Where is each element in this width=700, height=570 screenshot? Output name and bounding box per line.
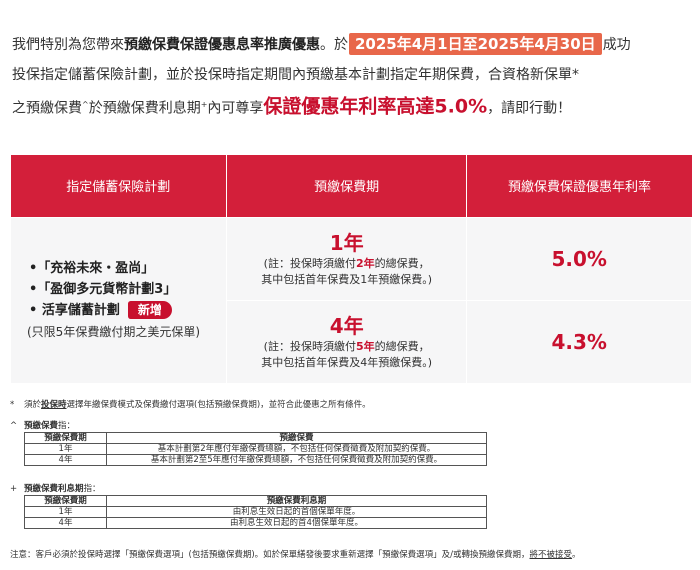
- period-cell-1yr: 1年 (註：投保時須繳付2年的總保費， 其中包括首年保費及1年預繳保費。): [225, 216, 468, 301]
- rate-1yr: 5.0%: [466, 216, 692, 301]
- intro-line-3: 之預繳保費^於預繳保費利息期+內可尊享保證優惠年利率高達5.0%，請即行動！: [12, 90, 692, 124]
- intro-line-2: 投保指定儲蓄保險計劃，並於投保時指定期間內預繳基本計劃指定年期保費，合資格新保單…: [12, 67, 579, 83]
- intro-text: 之預繳保費: [12, 100, 82, 117]
- date-range-badge: 2025年4月1日至2025年4月30日: [349, 33, 602, 55]
- intro-text: ，請即行動！: [487, 100, 572, 117]
- footnote-caret: ^ 預繳保費指：: [10, 421, 76, 431]
- plan-note: (只限5年保費繳付期之美元保單): [27, 324, 200, 339]
- promo-rate-table: 指定儲蓄保險計劃 預繳保費期 預繳保費保證優惠年利率 •「充裕未來・盈尚」 •「…: [10, 155, 692, 384]
- plan-item-new: • 活享儲蓄計劃 新增: [29, 300, 226, 321]
- intro-text: 內可尊享: [207, 100, 264, 117]
- rate-4yr: 4.3%: [466, 299, 692, 384]
- footnote-star: * 須於投保時選擇年繳保費模式及保費繳付選項(包括預繳保費期)，並符合此優惠之所有…: [10, 400, 371, 410]
- footnote-marker: ^: [82, 100, 89, 109]
- intro-line-1: 我們特別為您帶來預繳保費保證優惠息率推廣優惠。於 2025年4月1日至2025年4…: [12, 30, 692, 60]
- period-value: 1年: [329, 230, 364, 255]
- plan-item: •「充裕未來・盈尚」: [29, 260, 155, 276]
- plan-list-cell: •「充裕未來・盈尚」 •「盈御多元貨幣計劃3」 • 活享儲蓄計劃 新增 (只限5年…: [10, 216, 227, 384]
- period-note: (註：投保時須繳付2年的總保費， 其中包括首年保費及1年預繳保費。): [261, 256, 433, 286]
- intro-text: 成功: [602, 37, 631, 53]
- prepaid-premium-table: 預繳保費期 預繳保費 1年 基本計劃第2年應付年繳保費總額，不包括任何保費徵費及附加…: [24, 432, 487, 466]
- intro-text: 於預繳保費利息期: [88, 100, 201, 117]
- promo-name: 預繳保費保證優惠息率推廣優惠: [124, 37, 320, 53]
- header-period: 預繳保費期: [226, 155, 468, 217]
- interest-period-table: 預繳保費期 預繳保費利息期 1年 由利息生效日起的首個保單年度。 4年 由利息生效日起…: [24, 495, 487, 529]
- rate-highlight: 保證優惠年利率高達5.0%: [263, 95, 488, 118]
- header-plan: 指定儲蓄保險計劃: [10, 155, 227, 217]
- plan-item: •「盈御多元貨幣計劃3」: [29, 281, 177, 297]
- header-rate: 預繳保費保證優惠年利率: [466, 155, 692, 217]
- intro-text: 。於: [320, 37, 348, 53]
- plan-item-label: • 活享儲蓄計劃: [29, 302, 120, 318]
- new-badge: 新增: [127, 300, 172, 319]
- intro-paragraph: 我們特別為您帶來預繳保費保證優惠息率推廣優惠。於 2025年4月1日至2025年4…: [12, 30, 692, 124]
- period-note: (註：投保時須繳付5年的總保費， 其中包括首年保費及4年預繳保費。): [261, 339, 433, 369]
- footnote-marker: +: [200, 100, 208, 109]
- period-value: 4年: [329, 313, 364, 338]
- footnote-plus: + 預繳保費利息期指：: [10, 484, 101, 494]
- period-cell-4yr: 4年 (註：投保時須繳付5年的總保費， 其中包括首年保費及4年預繳保費。): [225, 299, 468, 384]
- bottom-note: 注意：客戶必須於投保時選擇「預繳保費選項」(包括預繳保費期)。如於保單繕發後要求…: [10, 550, 581, 560]
- intro-text: 我們特別為您帶來: [12, 37, 124, 53]
